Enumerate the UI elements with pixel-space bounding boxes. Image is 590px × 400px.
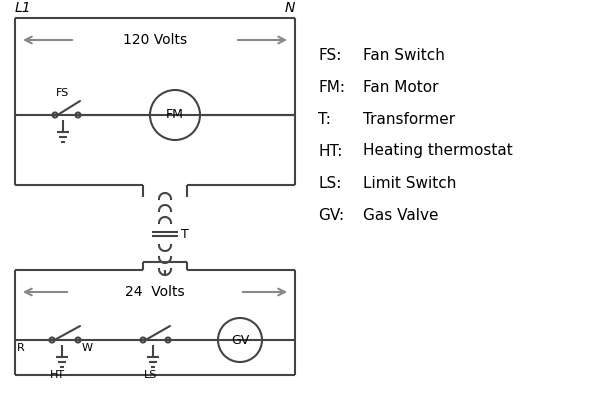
Text: W: W <box>82 343 93 353</box>
Text: GV:: GV: <box>318 208 344 222</box>
Text: N: N <box>284 1 295 15</box>
Text: LS:: LS: <box>318 176 342 190</box>
Text: R: R <box>17 343 25 353</box>
Text: Gas Valve: Gas Valve <box>363 208 438 222</box>
Text: Transformer: Transformer <box>363 112 455 126</box>
Text: FS:: FS: <box>318 48 342 62</box>
Text: L1: L1 <box>15 1 32 15</box>
Text: HT: HT <box>50 370 64 380</box>
Text: T:: T: <box>318 112 331 126</box>
Text: FM:: FM: <box>318 80 345 94</box>
Text: 24  Volts: 24 Volts <box>125 285 185 299</box>
Text: LS: LS <box>145 370 158 380</box>
Text: Fan Switch: Fan Switch <box>363 48 445 62</box>
Text: Limit Switch: Limit Switch <box>363 176 457 190</box>
Text: T: T <box>181 228 189 240</box>
Text: 120 Volts: 120 Volts <box>123 33 187 47</box>
Text: HT:: HT: <box>318 144 342 158</box>
Text: Fan Motor: Fan Motor <box>363 80 438 94</box>
Text: GV: GV <box>231 334 249 346</box>
Text: Heating thermostat: Heating thermostat <box>363 144 513 158</box>
Text: FS: FS <box>56 88 69 98</box>
Text: FM: FM <box>166 108 184 122</box>
